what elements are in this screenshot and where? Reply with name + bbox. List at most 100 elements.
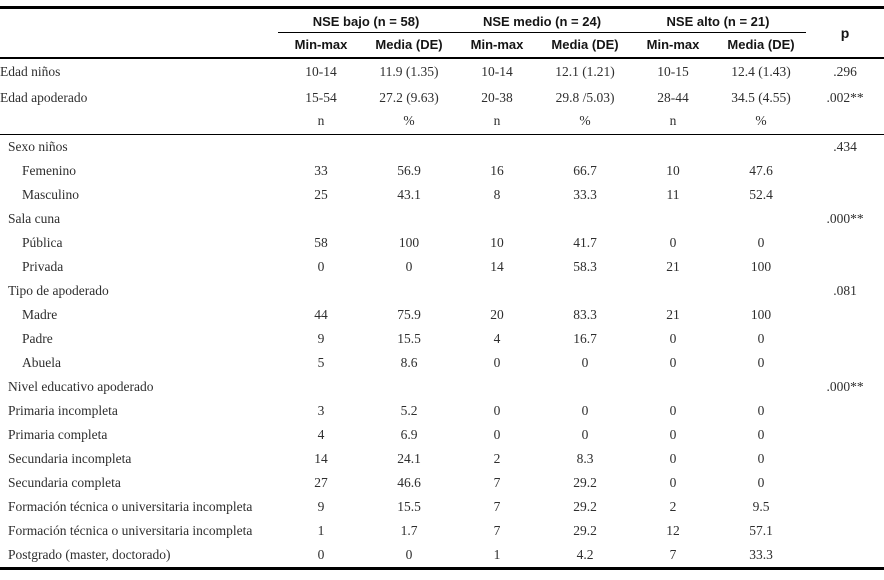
table-row: Madre 44 75.9 20 83.3 21 100 (0, 303, 884, 327)
results-table: NSE bajo (n = 58) NSE medio (n = 24) NSE… (0, 6, 884, 570)
cell-value (540, 279, 630, 303)
p-value (806, 519, 884, 543)
p-value: .002** (826, 90, 864, 105)
cell-value: 7 (493, 499, 501, 514)
cell-value: 3 (317, 403, 325, 418)
cell-value: 0 (581, 355, 589, 370)
cell-value: 10-15 (657, 64, 689, 79)
cell-value: 4 (493, 331, 501, 346)
cell-value: 10-14 (481, 64, 513, 79)
cell-value: 20 (490, 307, 504, 322)
cell-value: 24.1 (397, 451, 421, 466)
cell-value: 0 (581, 403, 589, 418)
table-row: Abuela 5 8.6 0 0 0 0 (0, 351, 884, 375)
cell-value: 21 (666, 259, 680, 274)
cell-value: 0 (317, 547, 325, 562)
cell-value (364, 375, 454, 399)
cell-value: 14 (314, 451, 328, 466)
cell-value: 57.1 (749, 523, 773, 538)
cell-value (716, 279, 806, 303)
cell-value (630, 135, 716, 160)
cell-value: % (364, 111, 454, 135)
cell-value: 46.6 (397, 475, 421, 490)
group-header-row: NSE bajo (n = 58) NSE medio (n = 24) NSE… (0, 7, 884, 59)
cell-value: 0 (669, 427, 677, 442)
row-label: Abuela (22, 355, 61, 370)
p-value (806, 111, 884, 135)
cell-value: 11 (666, 187, 680, 202)
cell-value: 7 (493, 523, 501, 538)
cell-value: 11.9 (1.35) (379, 64, 439, 79)
cell-value: 44 (314, 307, 328, 322)
table-row: Primaria completa 4 6.9 0 0 0 0 (0, 423, 884, 447)
cell-value (278, 375, 364, 399)
cell-value: 5.2 (400, 403, 418, 418)
cell-value (630, 207, 716, 231)
cell-value: 0 (757, 451, 765, 466)
cell-value: 41.7 (573, 235, 597, 250)
cell-value: 0 (581, 427, 589, 442)
p-column-header: p (806, 7, 884, 59)
table-row: Edad apoderado 15-54 27.2 (9.63) 20-38 29.8 … (0, 85, 884, 111)
cell-value: 33 (314, 163, 328, 178)
row-label: Privada (22, 259, 64, 274)
cell-value: 0 (757, 427, 765, 442)
table-row: Secundaria incompleta 14 24.1 2 8.3 0 0 (0, 447, 884, 471)
cell-value: 0 (669, 403, 677, 418)
section-label: Sala cuna (8, 211, 61, 226)
cell-value (454, 375, 540, 399)
cell-value: 58 (314, 235, 328, 250)
cell-value: 0 (669, 355, 677, 370)
cell-value (540, 135, 630, 160)
cell-value: 15.5 (397, 499, 421, 514)
cell-value: 1 (493, 547, 501, 562)
cell-value: 12.1 (1.21) (555, 64, 615, 79)
group-header-nse-bajo: NSE bajo (n = 58) (278, 7, 454, 33)
group-header-nse-alto: NSE alto (n = 21) (630, 7, 807, 33)
cell-value: 14 (490, 259, 504, 274)
cell-value: 2 (493, 451, 501, 466)
cell-value: n (454, 111, 540, 135)
cell-value (716, 207, 806, 231)
table-row: Edad niños 10-14 11.9 (1.35) 10-14 12.1 (1.2… (0, 58, 884, 85)
cell-value (716, 375, 806, 399)
col-header-media: Media (DE) (364, 32, 454, 59)
cell-value: 9 (317, 331, 325, 346)
row-label: Pública (22, 235, 63, 250)
cell-value: 5 (317, 355, 325, 370)
cell-value: 75.9 (397, 307, 421, 322)
cell-value: 12.4 (1.43) (731, 64, 791, 79)
cell-value: 0 (493, 355, 501, 370)
cell-value: 0 (757, 403, 765, 418)
col-header-media: Media (DE) (540, 32, 630, 59)
cell-value: 27.2 (9.63) (379, 90, 439, 105)
label-column-header (0, 7, 278, 59)
cell-value: 15.5 (397, 331, 421, 346)
table-row: Postgrado (master, doctorado) 0 0 1 4.2 7 33.3 (0, 543, 884, 569)
table-row: Privada 0 0 14 58.3 21 100 (0, 255, 884, 279)
cell-value (540, 207, 630, 231)
table-row: Tipo de apoderado .081 (0, 279, 884, 303)
cell-value (278, 135, 364, 160)
group-header-nse-medio: NSE medio (n = 24) (454, 7, 630, 33)
col-header-minmax: Min-max (630, 32, 716, 59)
cell-value: 0 (669, 331, 677, 346)
p-value (806, 471, 884, 495)
cell-value: 8 (493, 187, 501, 202)
col-header-minmax: Min-max (454, 32, 540, 59)
cell-value: 83.3 (573, 307, 597, 322)
table-row: Padre 9 15.5 4 16.7 0 0 (0, 327, 884, 351)
cell-value: 9.5 (752, 499, 770, 514)
table-row: Formación técnica o universitaria incomp… (0, 495, 884, 519)
p-value (806, 351, 884, 375)
cell-value: 16.7 (573, 331, 597, 346)
table-row: Formación técnica o universitaria incomp… (0, 519, 884, 543)
cell-value: 0 (669, 475, 677, 490)
cell-value: 20-38 (481, 90, 513, 105)
cell-value: 0 (669, 235, 677, 250)
section-label: Nivel educativo apoderado (8, 379, 154, 394)
p-value (806, 183, 884, 207)
cell-value: 34.5 (4.55) (731, 90, 791, 105)
cell-value: 6.9 (400, 427, 418, 442)
cell-value (454, 279, 540, 303)
